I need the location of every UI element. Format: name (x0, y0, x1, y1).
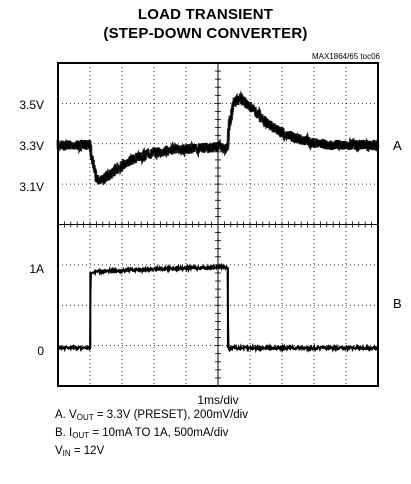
channel-b-label: B (393, 296, 402, 311)
plot-grid (57, 62, 379, 387)
note-a-prefix: A. V (55, 409, 77, 421)
part-id-label: MAX1864/65 toc06 (311, 52, 380, 61)
tick-label-3-3v: 3.3V (19, 139, 44, 153)
trace-channel-b (57, 262, 379, 354)
timebase-label: 1ms/div (197, 393, 239, 407)
channel-a-label: A (393, 138, 402, 153)
chart-title-line1: LOAD TRANSIENT (137, 6, 274, 23)
note-b-prefix: B. I (55, 427, 73, 439)
note-b-suffix: = 10mA TO 1A, 500mA/div (89, 427, 229, 439)
trace-channel-a-band (56, 90, 380, 186)
note-vin-suffix: = 12V (70, 445, 105, 457)
note-a: A. VOUT = 3.3V (PRESET), 200mV/div (55, 409, 248, 422)
note-a-sub: OUT (76, 413, 94, 422)
plot-traces (56, 90, 380, 354)
tick-label-0: 0 (37, 344, 44, 358)
chart-title-line2: (STEP-DOWN CONVERTER) (103, 25, 308, 42)
note-a-suffix: = 3.3V (PRESET), 200mV/div (93, 409, 248, 421)
tick-label-1a: 1A (29, 262, 44, 276)
note-vin-sub: IN (62, 449, 71, 458)
note-b-sub: OUT (72, 431, 90, 440)
tick-label-3-5v: 3.5V (19, 98, 44, 112)
tick-label-3-1v: 3.1V (19, 180, 44, 194)
note-vin: VIN = 12V (55, 445, 104, 458)
oscilloscope-plot (56, 62, 380, 387)
note-vin-prefix: V (55, 445, 63, 457)
note-b: B. IOUT = 10mA TO 1A, 500mA/div (55, 427, 228, 440)
